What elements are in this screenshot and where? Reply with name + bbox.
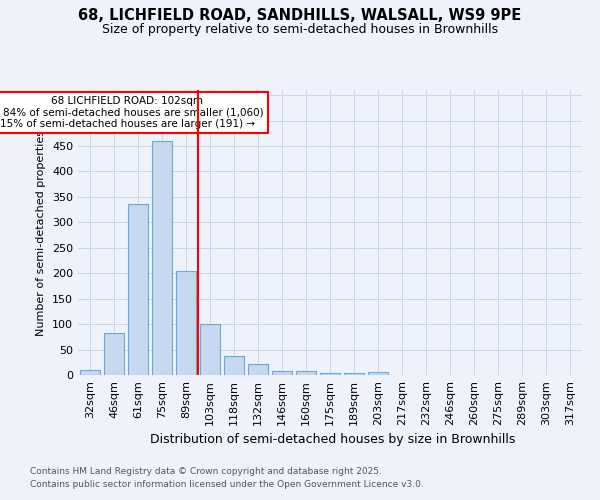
Bar (368, 372, 388, 375)
Text: 68 LICHFIELD ROAD: 102sqm
← 84% of semi-detached houses are smaller (1,060)
15% : 68 LICHFIELD ROAD: 102sqm ← 84% of semi-… (0, 96, 264, 129)
Bar (344, 374, 364, 375)
Y-axis label: Number of semi-detached properties: Number of semi-detached properties (37, 130, 46, 336)
Bar (320, 373, 340, 375)
Bar (200, 324, 220, 375)
Text: 68, LICHFIELD ROAD, SANDHILLS, WALSALL, WS9 9PE: 68, LICHFIELD ROAD, SANDHILLS, WALSALL, … (79, 8, 521, 22)
Bar (80, 370, 100, 375)
Bar (248, 364, 268, 375)
Text: Distribution of semi-detached houses by size in Brownhills: Distribution of semi-detached houses by … (151, 432, 515, 446)
Bar (296, 372, 316, 375)
Bar (224, 356, 244, 375)
Bar (152, 141, 172, 375)
Text: Contains public sector information licensed under the Open Government Licence v3: Contains public sector information licen… (30, 480, 424, 489)
Text: Contains HM Land Registry data © Crown copyright and database right 2025.: Contains HM Land Registry data © Crown c… (30, 467, 382, 476)
Bar (176, 270, 196, 375)
Text: Size of property relative to semi-detached houses in Brownhills: Size of property relative to semi-detach… (102, 22, 498, 36)
Bar (128, 204, 148, 375)
Bar (104, 334, 124, 375)
Bar (272, 371, 292, 375)
